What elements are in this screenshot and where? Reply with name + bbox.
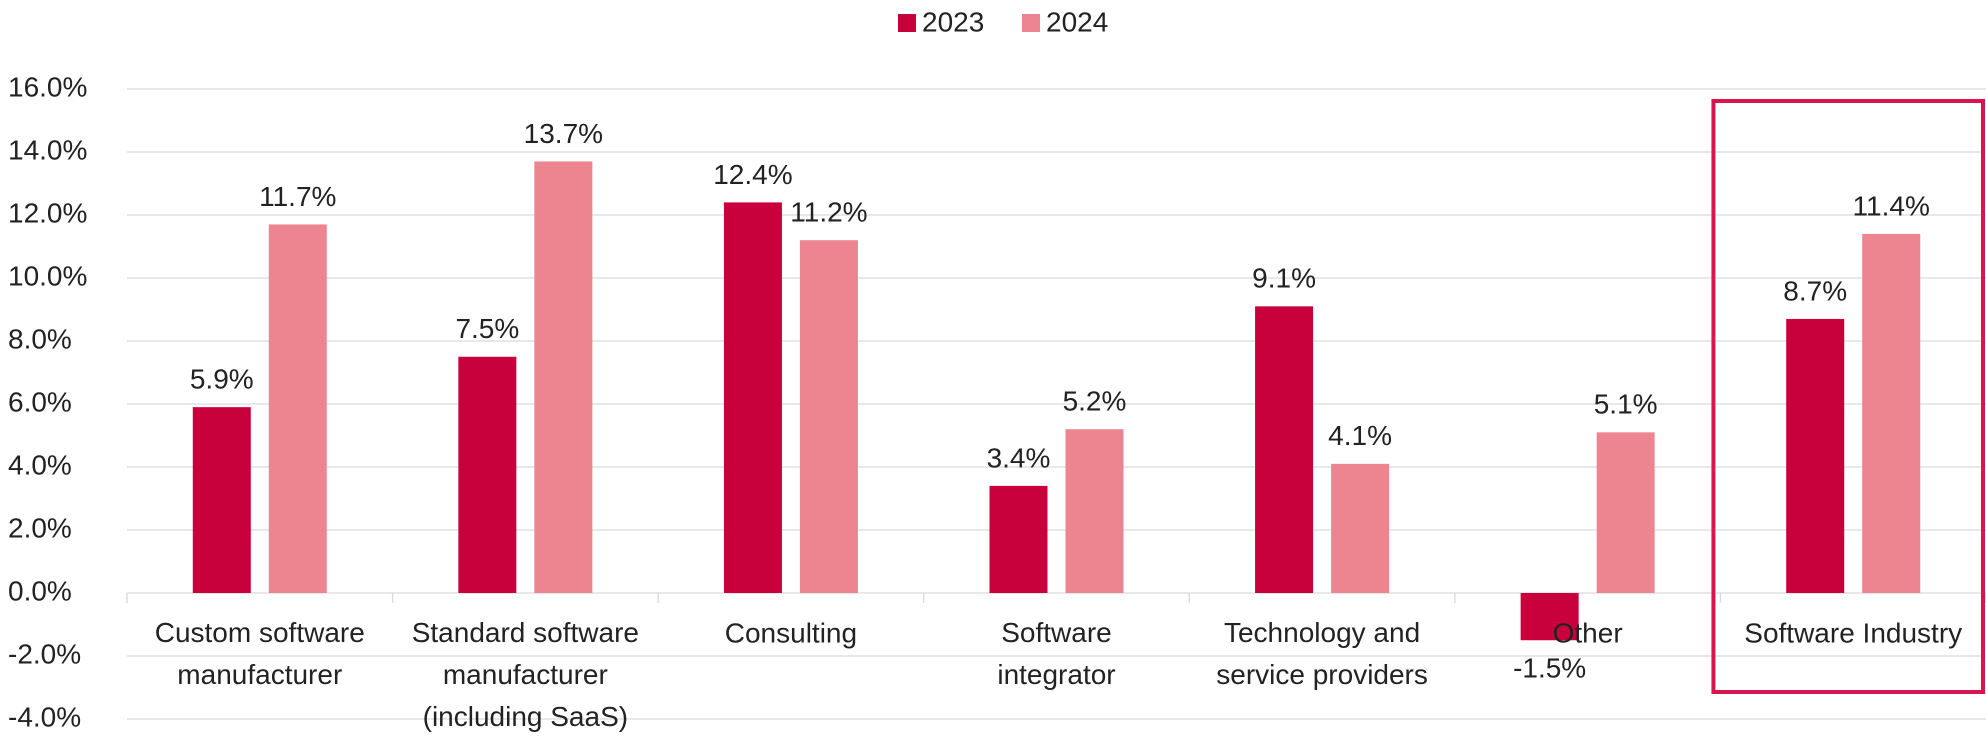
bar	[1520, 593, 1579, 641]
bar	[534, 161, 593, 593]
value-label: 5.9%	[190, 364, 254, 395]
highlight-box	[1711, 99, 1986, 694]
value-label: 13.7%	[524, 118, 603, 149]
x-tick-label: Custom software manufacturer	[155, 617, 365, 690]
y-tick-label: 4.0%	[8, 449, 72, 480]
y-tick-label: 0.0%	[8, 575, 72, 606]
bar	[1862, 233, 1921, 593]
bar	[192, 407, 251, 593]
value-label: -1.5%	[1513, 653, 1586, 684]
y-tick-label: 8.0%	[8, 323, 72, 354]
value-label: 8.7%	[1783, 275, 1847, 306]
value-label: 5.2%	[1063, 386, 1127, 417]
y-tick-label: -2.0%	[8, 638, 81, 669]
legend-swatch	[1022, 14, 1040, 32]
y-tick-label: 16.0%	[8, 71, 87, 102]
value-label: 11.2%	[790, 197, 867, 228]
value-label: 9.1%	[1252, 263, 1316, 294]
value-label: 5.1%	[1594, 389, 1658, 420]
value-label: 11.4%	[1853, 190, 1930, 221]
y-tick-label: 10.0%	[8, 260, 87, 291]
y-tick-label: -4.0%	[8, 701, 81, 732]
value-label: 11.7%	[259, 181, 336, 212]
legend-label: 2024	[1046, 6, 1108, 37]
value-label: 7.5%	[455, 313, 519, 344]
bar	[458, 356, 517, 593]
bar	[268, 224, 327, 593]
bar	[1065, 429, 1124, 593]
y-tick-label: 6.0%	[8, 386, 72, 417]
x-tick-label: Other	[1553, 617, 1623, 648]
bar	[1786, 318, 1845, 593]
value-label: 12.4%	[713, 159, 792, 190]
x-tick-label: Standard software manufacturer (including …	[412, 617, 639, 732]
x-tick-label: Software integrator	[997, 617, 1115, 690]
bar	[1596, 432, 1655, 593]
x-tick-label: Consulting	[725, 617, 857, 648]
value-label: 3.4%	[987, 442, 1051, 473]
value-label: 4.1%	[1328, 420, 1392, 451]
x-tick-label: Software Industry	[1744, 617, 1962, 648]
bar	[1331, 463, 1390, 593]
x-tick-label: Technology and service providers	[1216, 617, 1428, 690]
legend-label: 2023	[922, 6, 984, 37]
y-tick-label: 2.0%	[8, 512, 72, 543]
y-tick-label: 12.0%	[8, 197, 87, 228]
legend-swatch	[898, 14, 916, 32]
bar	[989, 485, 1048, 593]
bar	[799, 240, 858, 593]
y-tick-label: 14.0%	[8, 134, 87, 165]
bar	[1255, 306, 1314, 593]
bar	[723, 202, 782, 593]
